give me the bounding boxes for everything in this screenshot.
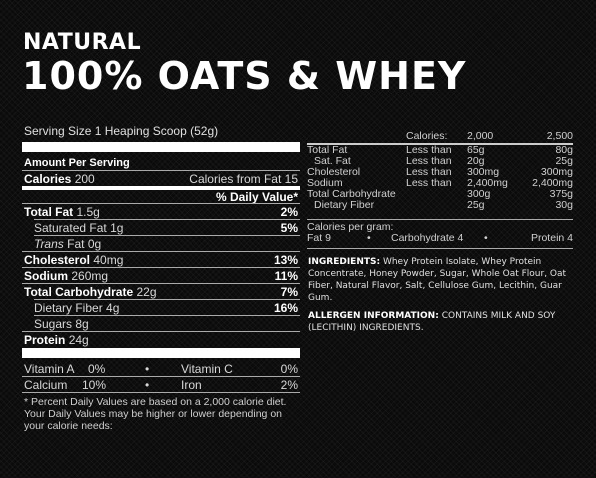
nutrient-row: Sugars 8g	[34, 317, 89, 331]
table-row: Total Fat Less than 65g 80g	[307, 144, 573, 156]
nutrient-row: Dietary Fiber 4g 16%	[34, 301, 298, 315]
divider	[22, 283, 300, 284]
nutrient-row: Saturated Fat 1g 5%	[34, 221, 298, 235]
divider	[22, 392, 300, 393]
table-header: Calories: 2,000 2,500	[406, 130, 573, 142]
divider	[307, 143, 573, 145]
table-row: Total Carbohydrate 300g 375g	[307, 188, 573, 200]
divider-thick	[22, 142, 300, 152]
calories-per-gram: Calories per gram: Fat 9 • Carbohydrate …	[307, 222, 573, 244]
nutrient-row: Total Fat 1.5g 2%	[24, 205, 298, 219]
vitamin-row: Calcium 10% • Iron 2%	[24, 378, 298, 392]
table-row: Dietary Fiber 25g 30g	[314, 199, 573, 211]
divider	[34, 299, 300, 300]
ingredients: INGREDIENTS: Whey Protein Isolate, Whey …	[308, 257, 567, 303]
divider	[22, 251, 300, 252]
divider	[22, 170, 300, 171]
product-subtitle: NATURAL	[23, 30, 142, 55]
divider	[22, 267, 300, 268]
divider	[22, 203, 300, 204]
serving-size: Serving Size 1 Heaping Scoop (52g)	[24, 124, 219, 138]
daily-values-table: Calories: 2,000 2,500	[307, 131, 573, 142]
nutrient-row: Total Carbohydrate 22g 7%	[24, 285, 298, 299]
daily-values-rows: Total Fat Less than 65g 80g Sat. Fat Les…	[307, 145, 573, 211]
table-row: Cholesterol Less than 300mg 300mg	[307, 166, 573, 178]
vitamin-row: Vitamin A 0% • Vitamin C 0%	[24, 362, 298, 376]
amount-per-serving: Amount Per Serving	[24, 157, 130, 169]
nutrient-row: Cholesterol 40mg 13%	[24, 253, 298, 267]
nutrient-row: Trans Fat 0g	[34, 237, 102, 251]
per-gram-values: Fat 9 • Carbohydrate 4 • Protein 4	[307, 232, 573, 244]
table-row: Sodium Less than 2,400mg 2,400mg	[307, 177, 573, 189]
footnote: * Percent Daily Values are based on a 2,…	[24, 396, 287, 432]
nutrient-row: Protein 24g	[24, 333, 89, 347]
divider	[34, 315, 300, 316]
divider	[307, 219, 573, 220]
table-row: Sat. Fat Less than 20g 25g	[314, 155, 573, 167]
divider	[22, 376, 300, 377]
divider	[34, 219, 300, 220]
divider	[22, 331, 300, 332]
product-title: 100% OATS & WHEY	[22, 54, 467, 98]
divider-medium	[22, 186, 300, 190]
divider-thick	[22, 348, 300, 358]
allergen-info: ALLERGEN INFORMATION: CONTAINS MILK AND …	[308, 311, 556, 333]
calories-row: Calories 200 Calories from Fat 15	[24, 172, 298, 186]
divider	[307, 248, 573, 249]
nutrient-row: Sodium 260mg 11%	[24, 269, 298, 283]
per-gram-label: Calories per gram:	[307, 221, 394, 233]
divider	[34, 235, 300, 236]
